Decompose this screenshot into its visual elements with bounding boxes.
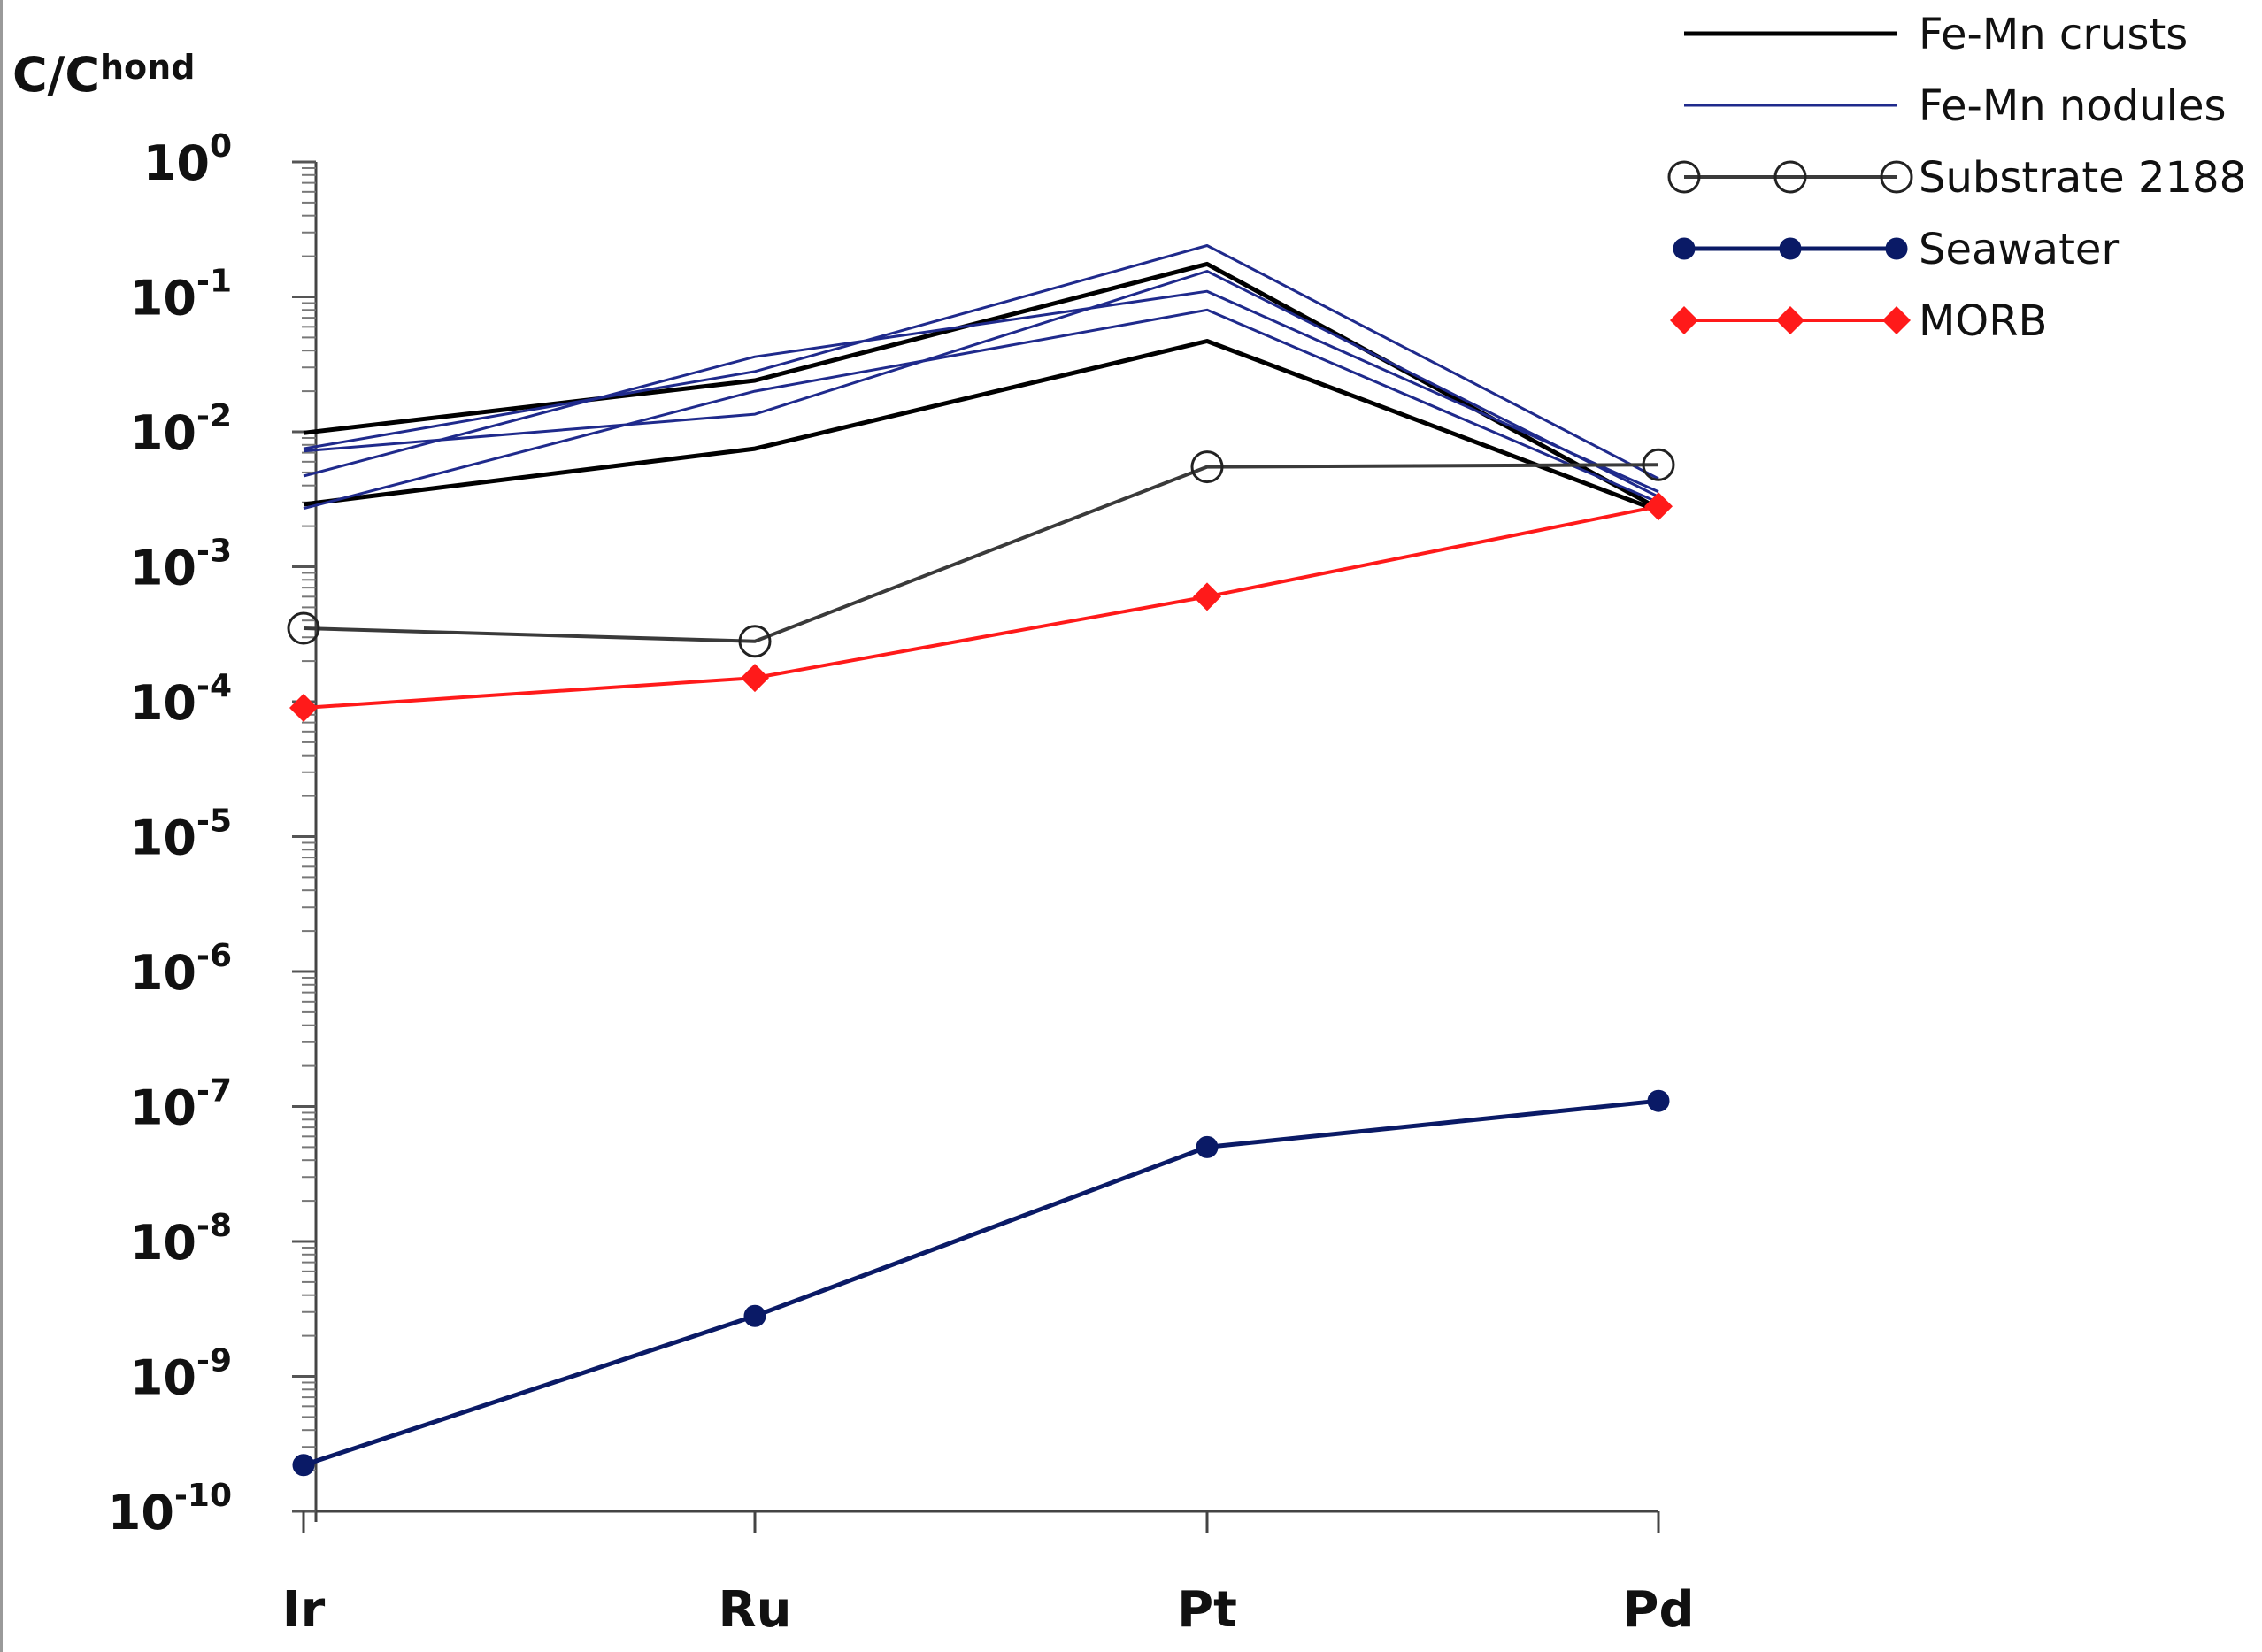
series-line-crusts xyxy=(303,339,1659,513)
legend-marker-substrate xyxy=(1773,160,1807,194)
series-nodules xyxy=(303,308,1659,511)
data-point-morb-pt xyxy=(1193,582,1221,611)
series-crusts xyxy=(303,339,1659,513)
y-tick-label: 10-8 xyxy=(130,1208,232,1271)
series-line-seawater xyxy=(303,1098,1659,1468)
y-tick-label-exponent: -3 xyxy=(196,534,232,570)
legend-label-morb: MORB xyxy=(1919,296,2047,346)
legend-item-crusts: Fe-Mn crusts xyxy=(1684,10,2188,59)
y-tick-label: 10-4 xyxy=(130,668,232,731)
y-tick-label: 10-9 xyxy=(130,1343,232,1406)
legend-marker-morb xyxy=(1882,306,1911,334)
data-point-substrate-ru xyxy=(738,625,772,658)
y-tick-label-exponent: -5 xyxy=(196,803,232,840)
y-tick-label: 10-10 xyxy=(108,1478,232,1541)
legend-item-substrate: Substrate 2188 xyxy=(1667,153,2246,203)
legend-label-seawater: Seawater xyxy=(1919,225,2119,274)
image-left-border xyxy=(0,0,3,1652)
y-axis-label: C/Chond xyxy=(12,47,195,103)
series-line-nodules xyxy=(303,244,1659,480)
y-tick-label: 10-3 xyxy=(130,534,232,596)
y-tick-label-base: 10 xyxy=(130,1080,196,1136)
y-tick-label-exponent: -4 xyxy=(196,668,232,704)
data-point-seawater-pt xyxy=(1196,1135,1219,1158)
series-line-nodules xyxy=(303,270,1659,498)
data-point-morb-pd xyxy=(1644,492,1673,521)
legend-marker-morb xyxy=(1776,306,1804,334)
y-tick-label-base: 10 xyxy=(130,541,196,596)
axes-group: 10010-110-210-310-410-510-610-710-810-91… xyxy=(108,128,1695,1639)
series-crusts xyxy=(303,261,1660,511)
series-morb xyxy=(289,492,1673,722)
y-tick-label-exponent: 0 xyxy=(210,128,232,165)
legend-item-morb: MORB xyxy=(1670,296,2047,346)
y-tick-label-exponent: -7 xyxy=(196,1073,232,1110)
series-line-nodules xyxy=(303,308,1659,511)
series-seawater xyxy=(292,1089,1670,1477)
y-tick-label: 10-6 xyxy=(130,938,232,1001)
data-point-seawater-pd xyxy=(1647,1089,1670,1112)
series-line-crusts xyxy=(303,261,1660,511)
legend-marker-substrate xyxy=(1667,160,1701,194)
legend-marker-seawater xyxy=(1885,237,1908,260)
y-axis-label-main: C/C xyxy=(12,47,100,103)
legend-item-seawater: Seawater xyxy=(1673,225,2119,274)
y-tick-label-exponent: -2 xyxy=(196,398,232,434)
legend-marker-morb xyxy=(1670,306,1698,334)
legend-label-nodules: Fe-Mn nodules xyxy=(1919,81,2226,131)
y-tick-label: 10-1 xyxy=(130,264,232,327)
x-tick-label-ir: Ir xyxy=(282,1581,326,1639)
series-layer xyxy=(287,244,1675,1477)
y-tick-label-base: 10 xyxy=(130,1350,196,1406)
y-axis-label-sub: hond xyxy=(100,48,195,87)
y-tick-label-base: 10 xyxy=(130,1215,196,1271)
legend-marker-seawater xyxy=(1779,237,1802,260)
series-substrate xyxy=(287,448,1675,658)
data-point-morb-ru xyxy=(741,664,769,693)
y-tick-label-base: 10 xyxy=(130,811,196,866)
y-tick-label-exponent: -10 xyxy=(174,1478,232,1514)
y-tick-label-base: 10 xyxy=(130,271,196,327)
legend-marker-substrate xyxy=(1880,160,1913,194)
x-tick-label-ru: Ru xyxy=(719,1581,792,1639)
series-nodules xyxy=(303,244,1659,480)
y-tick-label: 10-2 xyxy=(130,398,232,461)
legend-item-nodules: Fe-Mn nodules xyxy=(1684,81,2226,131)
series-line-nodules xyxy=(303,289,1659,494)
data-point-seawater-ru xyxy=(743,1304,766,1327)
y-tick-label-base: 10 xyxy=(108,1485,174,1541)
series-line-morb xyxy=(303,504,1659,710)
y-tick-label-base: 10 xyxy=(130,675,196,731)
series-line-substrate xyxy=(303,463,1659,643)
data-point-substrate-pt xyxy=(1190,450,1224,484)
y-tick-label: 100 xyxy=(143,128,232,191)
y-tick-label: 10-5 xyxy=(130,803,232,866)
series-nodules xyxy=(303,270,1659,498)
y-tick-label-exponent: -6 xyxy=(196,938,232,974)
data-point-substrate-pd xyxy=(1642,448,1675,481)
legend-label-crusts: Fe-Mn crusts xyxy=(1919,10,2188,59)
legend: Fe-Mn crusts Fe-Mn nodules Substrate 2188 S… xyxy=(1667,10,2246,346)
y-tick-label-base: 10 xyxy=(130,945,196,1001)
legend-label-substrate: Substrate 2188 xyxy=(1919,153,2246,203)
x-tick-label-pd: Pd xyxy=(1622,1581,1694,1639)
y-tick-label-exponent: -1 xyxy=(196,264,232,300)
x-tick-label-pt: Pt xyxy=(1177,1581,1237,1639)
series-nodules xyxy=(303,289,1659,494)
data-point-morb-ir xyxy=(289,693,318,722)
legend-marker-seawater xyxy=(1673,237,1696,260)
y-tick-label-exponent: -8 xyxy=(196,1208,232,1244)
y-tick-label-base: 10 xyxy=(130,405,196,461)
y-tick-label-exponent: -9 xyxy=(196,1343,232,1379)
y-tick-label: 10-7 xyxy=(130,1073,232,1136)
y-tick-label-base: 10 xyxy=(143,135,210,191)
data-point-substrate-ir xyxy=(287,611,320,645)
data-point-seawater-ir xyxy=(292,1454,315,1477)
